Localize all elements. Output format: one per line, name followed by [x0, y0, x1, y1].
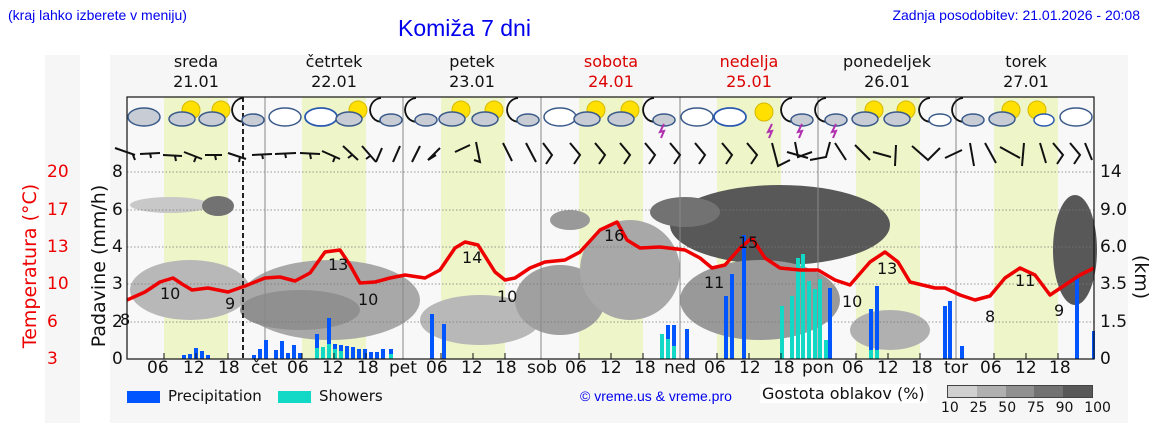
day-header-1: sreda 21.01 [173, 52, 219, 91]
legend-precipitation: Precipitation [127, 387, 262, 405]
x-tick: 18 [1049, 358, 1071, 378]
svg-text:14: 14 [462, 248, 482, 267]
x-tick: 12 [183, 358, 205, 378]
location-menu-hint: (kraj lahko izberete v meniju) [8, 7, 187, 23]
x-tick: 06 [704, 358, 726, 378]
x-tick: 06 [565, 358, 587, 378]
svg-text:13: 13 [877, 259, 897, 278]
x-tick: 06 [287, 358, 309, 378]
x-tick: 12 [739, 358, 761, 378]
x-tick: 12 [461, 358, 483, 378]
copyright-link[interactable]: © vreme.us & vreme.pro [580, 388, 732, 404]
last-update-text: Zadnja posodobitev: 21.01.2026 - 20:08 [892, 7, 1140, 23]
svg-text:15: 15 [738, 233, 758, 252]
grid-lines [127, 171, 1094, 323]
weather-icons [127, 97, 1093, 139]
precip-tick: 3 [112, 274, 123, 294]
day-header-4: sobota 24.01 [583, 52, 639, 91]
precip-tick: 0 [112, 349, 123, 369]
precip-tick: 8 [112, 162, 123, 182]
x-tick: pet [389, 358, 417, 378]
temp-tick: 6 [47, 312, 58, 332]
x-tick: 18 [773, 358, 795, 378]
x-tick: pon [802, 358, 834, 378]
wind-barbs [114, 141, 1093, 168]
svg-text:9: 9 [1054, 301, 1064, 320]
svg-text:10: 10 [497, 287, 517, 306]
cloud-height-tick: 1.5 [1100, 312, 1128, 332]
day-header-3: petek 23.01 [449, 52, 495, 91]
x-tick: 18 [495, 358, 517, 378]
x-tick: 12 [877, 358, 899, 378]
legend-precipitation-label: Precipitation [168, 387, 262, 405]
precip-tick: 2 [112, 312, 123, 332]
x-tick: 06 [980, 358, 1002, 378]
svg-text:10: 10 [358, 290, 378, 309]
x-tick: čet [251, 358, 278, 378]
svg-text:9: 9 [225, 294, 235, 313]
temp-tick: 17 [47, 200, 69, 220]
x-tick: 12 [600, 358, 622, 378]
cloud-density-scale [947, 385, 1093, 398]
svg-text:8: 8 [120, 310, 130, 329]
precip-tick: 4 [112, 237, 123, 257]
x-tick-marks [163, 353, 1059, 359]
svg-text:11: 11 [1015, 271, 1035, 290]
svg-text:16: 16 [604, 226, 624, 245]
legend-showers: Showers [278, 387, 383, 405]
x-tick: ned [664, 358, 697, 378]
cloud-height-tick: 6.0 [1100, 237, 1128, 257]
x-tick: 12 [1015, 358, 1037, 378]
temp-tick: 3 [47, 349, 58, 369]
cloud-density-title: Gostota oblakov (%) [760, 384, 927, 403]
temp-tick: 10 [47, 274, 69, 294]
x-tick: sob [527, 358, 558, 378]
temperature-axis-panel [45, 55, 80, 423]
temperature-labels: 8 10 9 13 10 14 10 16 11 15 10 13 8 11 9 [120, 226, 1064, 329]
showers-swatch [278, 390, 311, 403]
cloud-density-labels: 10 25 50 75 90 100 [941, 400, 1111, 416]
page-title: Komiža 7 dni [398, 15, 531, 41]
x-tick: 06 [842, 358, 864, 378]
precipitation-swatch [127, 390, 160, 403]
x-tick: 06 [426, 358, 448, 378]
temperature-line [126, 220, 1095, 302]
temp-tick: 20 [47, 162, 69, 182]
day-header-7: torek 27.01 [1003, 52, 1049, 91]
svg-text:11: 11 [704, 273, 724, 292]
x-tick: 18 [357, 358, 379, 378]
x-tick: 12 [322, 358, 344, 378]
x-tick: tor [944, 358, 969, 378]
shower-bars [315, 254, 879, 359]
legend-showers-label: Showers [319, 387, 383, 405]
svg-text:13: 13 [328, 255, 348, 274]
day-header-5: nedelja 25.01 [719, 52, 779, 91]
svg-text:8: 8 [985, 307, 995, 326]
x-tick: 06 [147, 358, 169, 378]
svg-text:10: 10 [842, 292, 862, 311]
svg-text:10: 10 [160, 284, 180, 303]
cloud-height-tick: 14 [1100, 162, 1122, 182]
day-header-6: ponedeljek 26.01 [843, 52, 931, 91]
temp-tick: 13 [47, 237, 69, 257]
x-tick: 18 [218, 358, 240, 378]
precip-tick: 6 [112, 200, 123, 220]
x-tick: 18 [911, 358, 933, 378]
day-header-2: četrtek 22.01 [305, 52, 363, 91]
cloud-height-tick: 9.0 [1100, 200, 1128, 220]
cloud-height-tick: 3.5 [1100, 274, 1128, 294]
cloud-height-tick: 0 [1100, 349, 1111, 369]
x-tick: 18 [634, 358, 656, 378]
